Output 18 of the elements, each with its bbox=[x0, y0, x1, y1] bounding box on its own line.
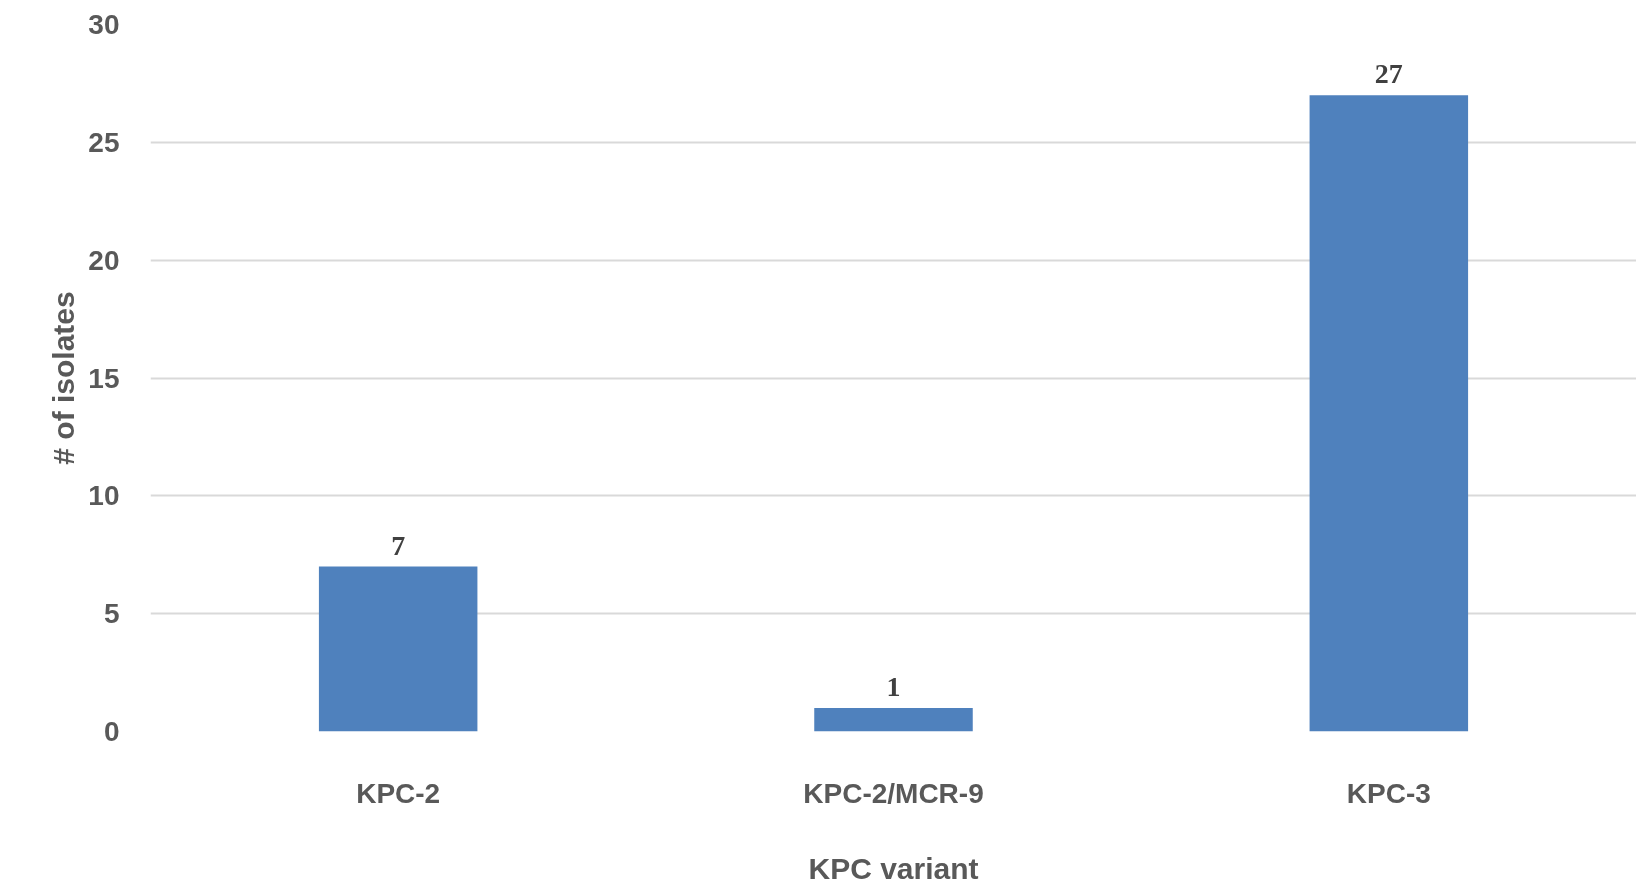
bar bbox=[1309, 95, 1469, 732]
x-tick-label: KPC-2/MCR-9 bbox=[803, 777, 984, 809]
y-tick-label: 10 bbox=[88, 480, 120, 512]
y-tick-label: 25 bbox=[88, 126, 120, 158]
data-label: 27 bbox=[1374, 58, 1403, 90]
y-tick-label: 15 bbox=[88, 362, 120, 394]
y-tick-label: 0 bbox=[103, 716, 120, 747]
data-label: 1 bbox=[886, 670, 901, 702]
bar bbox=[814, 707, 973, 732]
x-tick-label: KPC-3 bbox=[1346, 777, 1431, 809]
x-tick-label: KPC-2 bbox=[356, 777, 441, 809]
y-tick-label: 5 bbox=[103, 598, 120, 630]
data-label: 7 bbox=[391, 529, 406, 561]
y-tick-label: 20 bbox=[88, 244, 120, 276]
x-axis-title: KPC variant bbox=[808, 851, 979, 885]
bar bbox=[318, 566, 478, 732]
y-axis-title: # of isolates bbox=[47, 291, 81, 465]
y-tick-label: 30 bbox=[88, 9, 120, 40]
